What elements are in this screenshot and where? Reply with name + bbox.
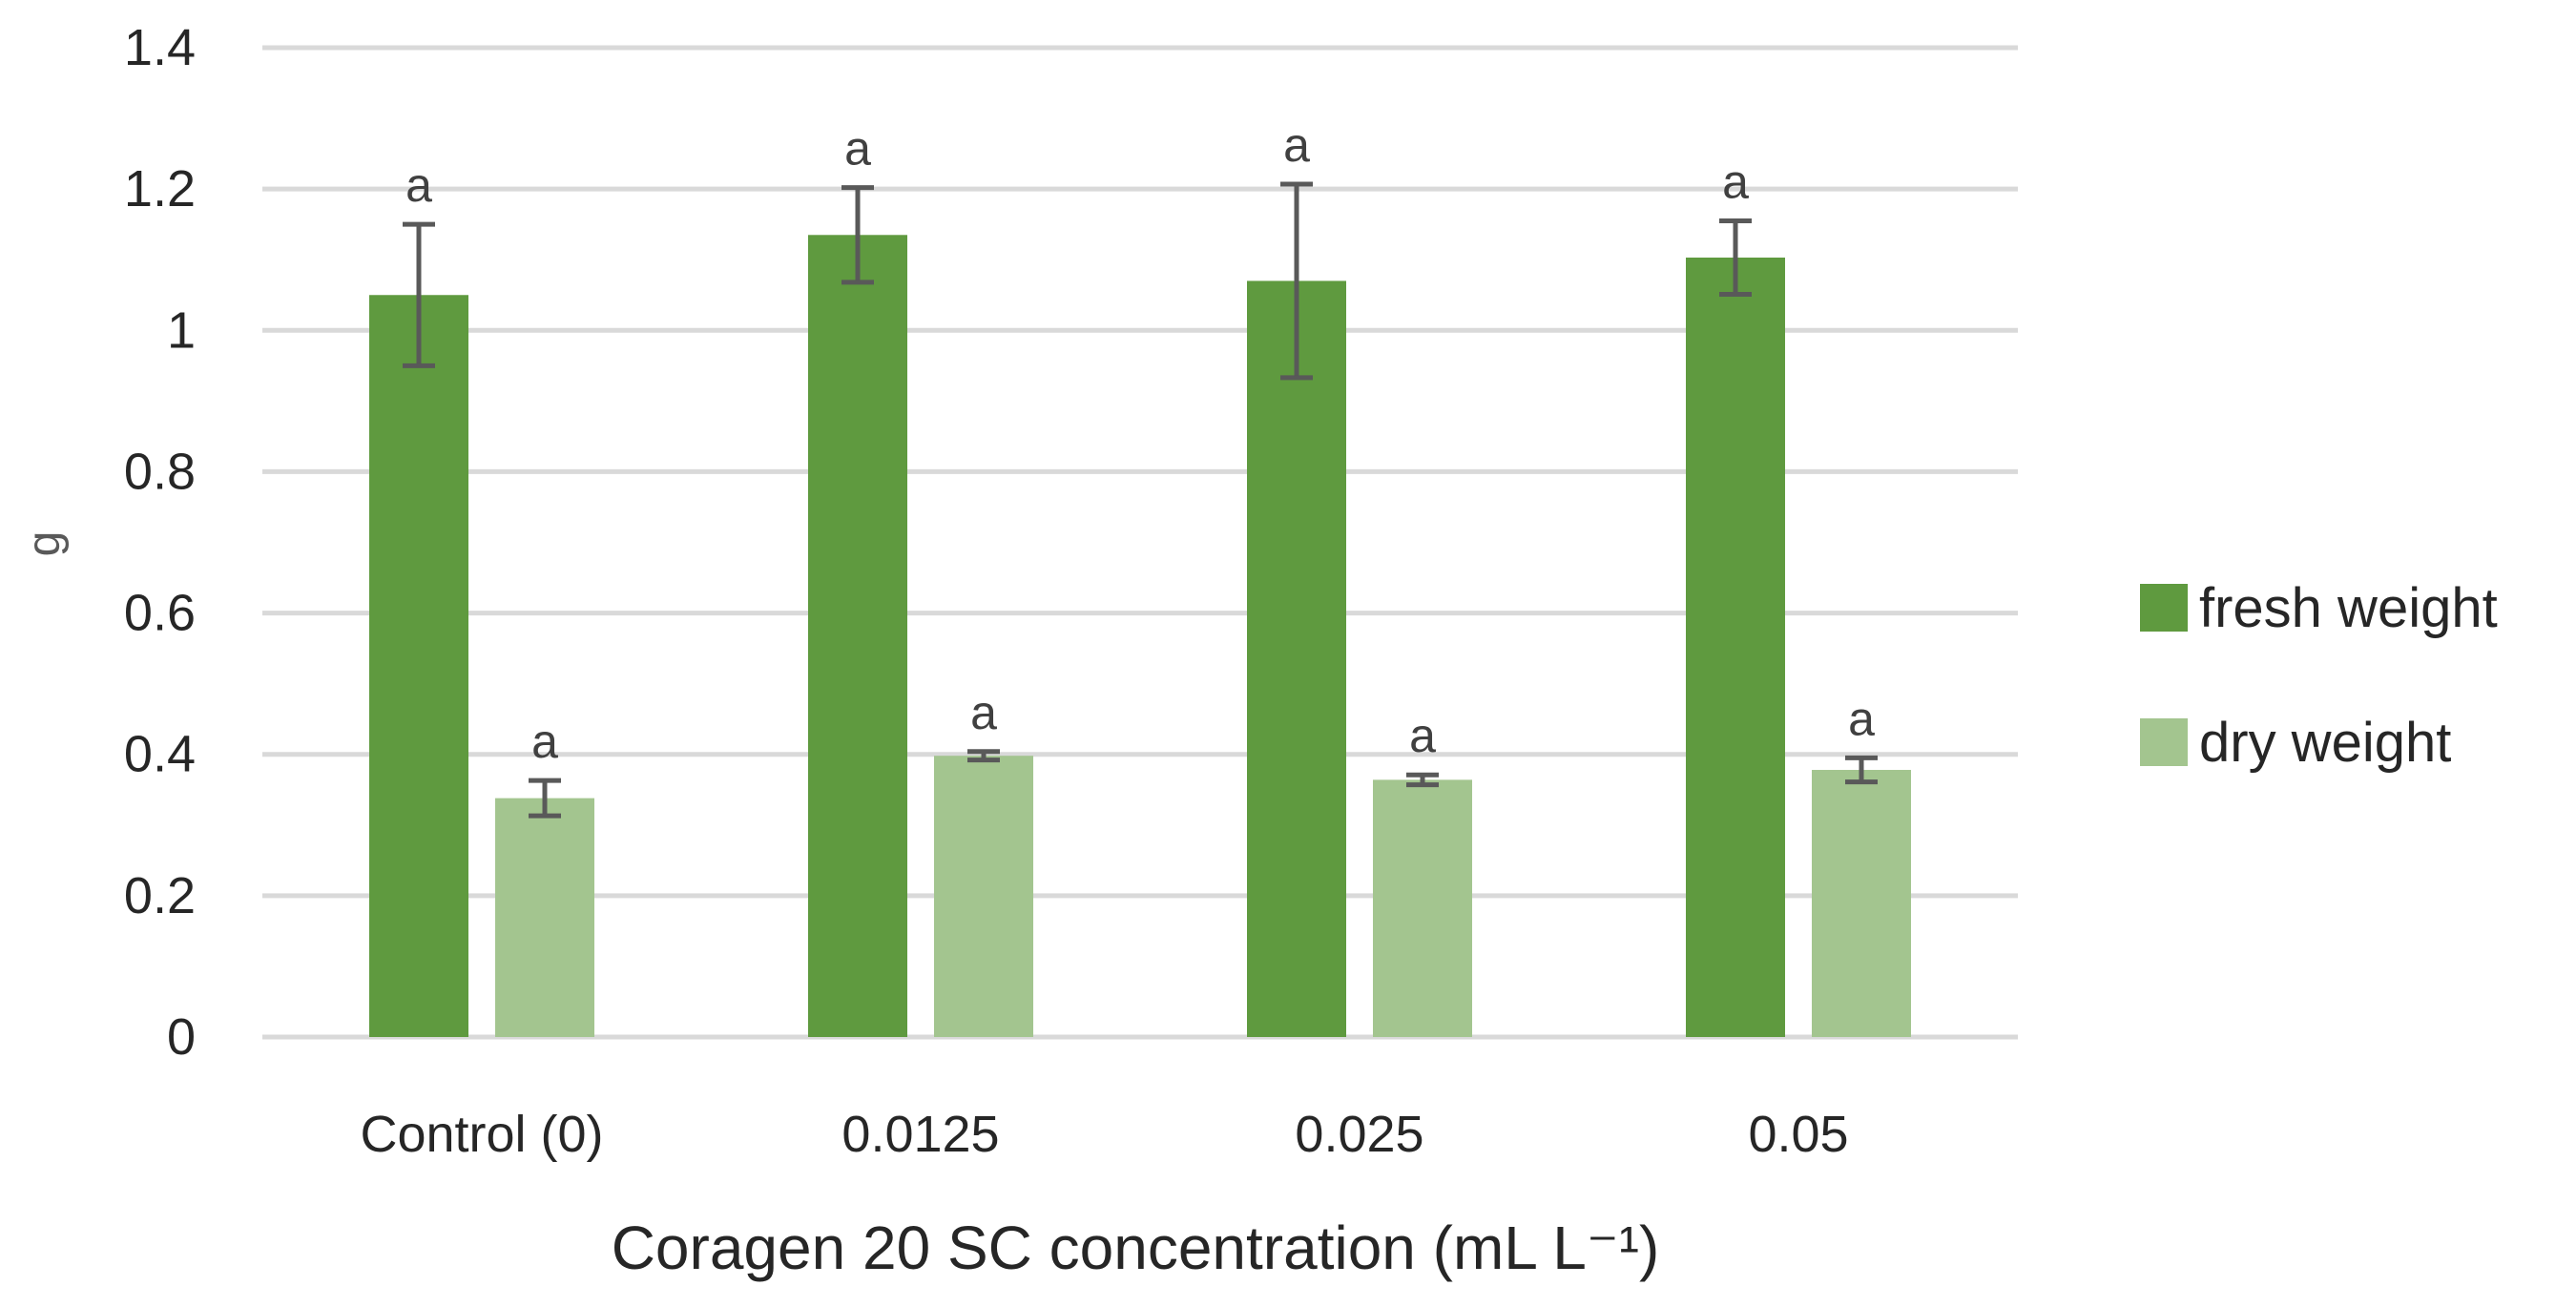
bar [934, 756, 1033, 1037]
bar [1373, 779, 1472, 1037]
significance-label: a [970, 686, 997, 739]
y-tick-label: 0.2 [124, 867, 196, 924]
significance-label: a [531, 715, 558, 768]
x-tick-label: 0.05 [1748, 1106, 1848, 1163]
significance-label: a [405, 158, 432, 212]
significance-labels: a a a a a a a a [405, 118, 1875, 768]
x-tick-label: Control (0) [360, 1106, 603, 1163]
bar [1812, 770, 1911, 1037]
significance-label: a [1409, 709, 1436, 762]
bar [1686, 257, 1785, 1037]
bar [1247, 280, 1346, 1038]
y-tick-label: 1.4 [124, 19, 196, 76]
y-tick-label: 0.8 [124, 443, 196, 500]
y-tick-label: 1 [167, 301, 196, 359]
y-axis-label: g [19, 531, 70, 557]
significance-label: a [1722, 155, 1749, 208]
legend: fresh weight dry weight [2140, 577, 2498, 774]
y-tick-label: 1.2 [124, 160, 196, 218]
bar [495, 798, 594, 1037]
error-bars [403, 181, 1878, 819]
x-axis-ticks: Control (0) 0.0125 0.025 0.05 [360, 1106, 1848, 1163]
significance-label: a [1848, 692, 1875, 745]
significance-label: a [1283, 118, 1310, 172]
y-tick-label: 0 [167, 1008, 196, 1066]
significance-label: a [844, 122, 871, 176]
y-axis-ticks: 0 0.2 0.4 0.6 0.8 1 1.2 1.4 [124, 19, 196, 1066]
legend-label: fresh weight [2199, 577, 2498, 639]
y-tick-label: 0.4 [124, 726, 196, 783]
x-axis-label: Coragen 20 SC concentration (mL L⁻¹) [612, 1214, 1660, 1282]
x-tick-label: 0.0125 [841, 1106, 999, 1163]
legend-swatch [2140, 584, 2188, 632]
bars [369, 235, 1911, 1038]
x-tick-label: 0.025 [1295, 1106, 1423, 1163]
bar [369, 295, 468, 1037]
bar [808, 235, 907, 1037]
legend-swatch [2140, 718, 2188, 766]
y-tick-label: 0.6 [124, 585, 196, 642]
legend-label: dry weight [2199, 712, 2451, 774]
